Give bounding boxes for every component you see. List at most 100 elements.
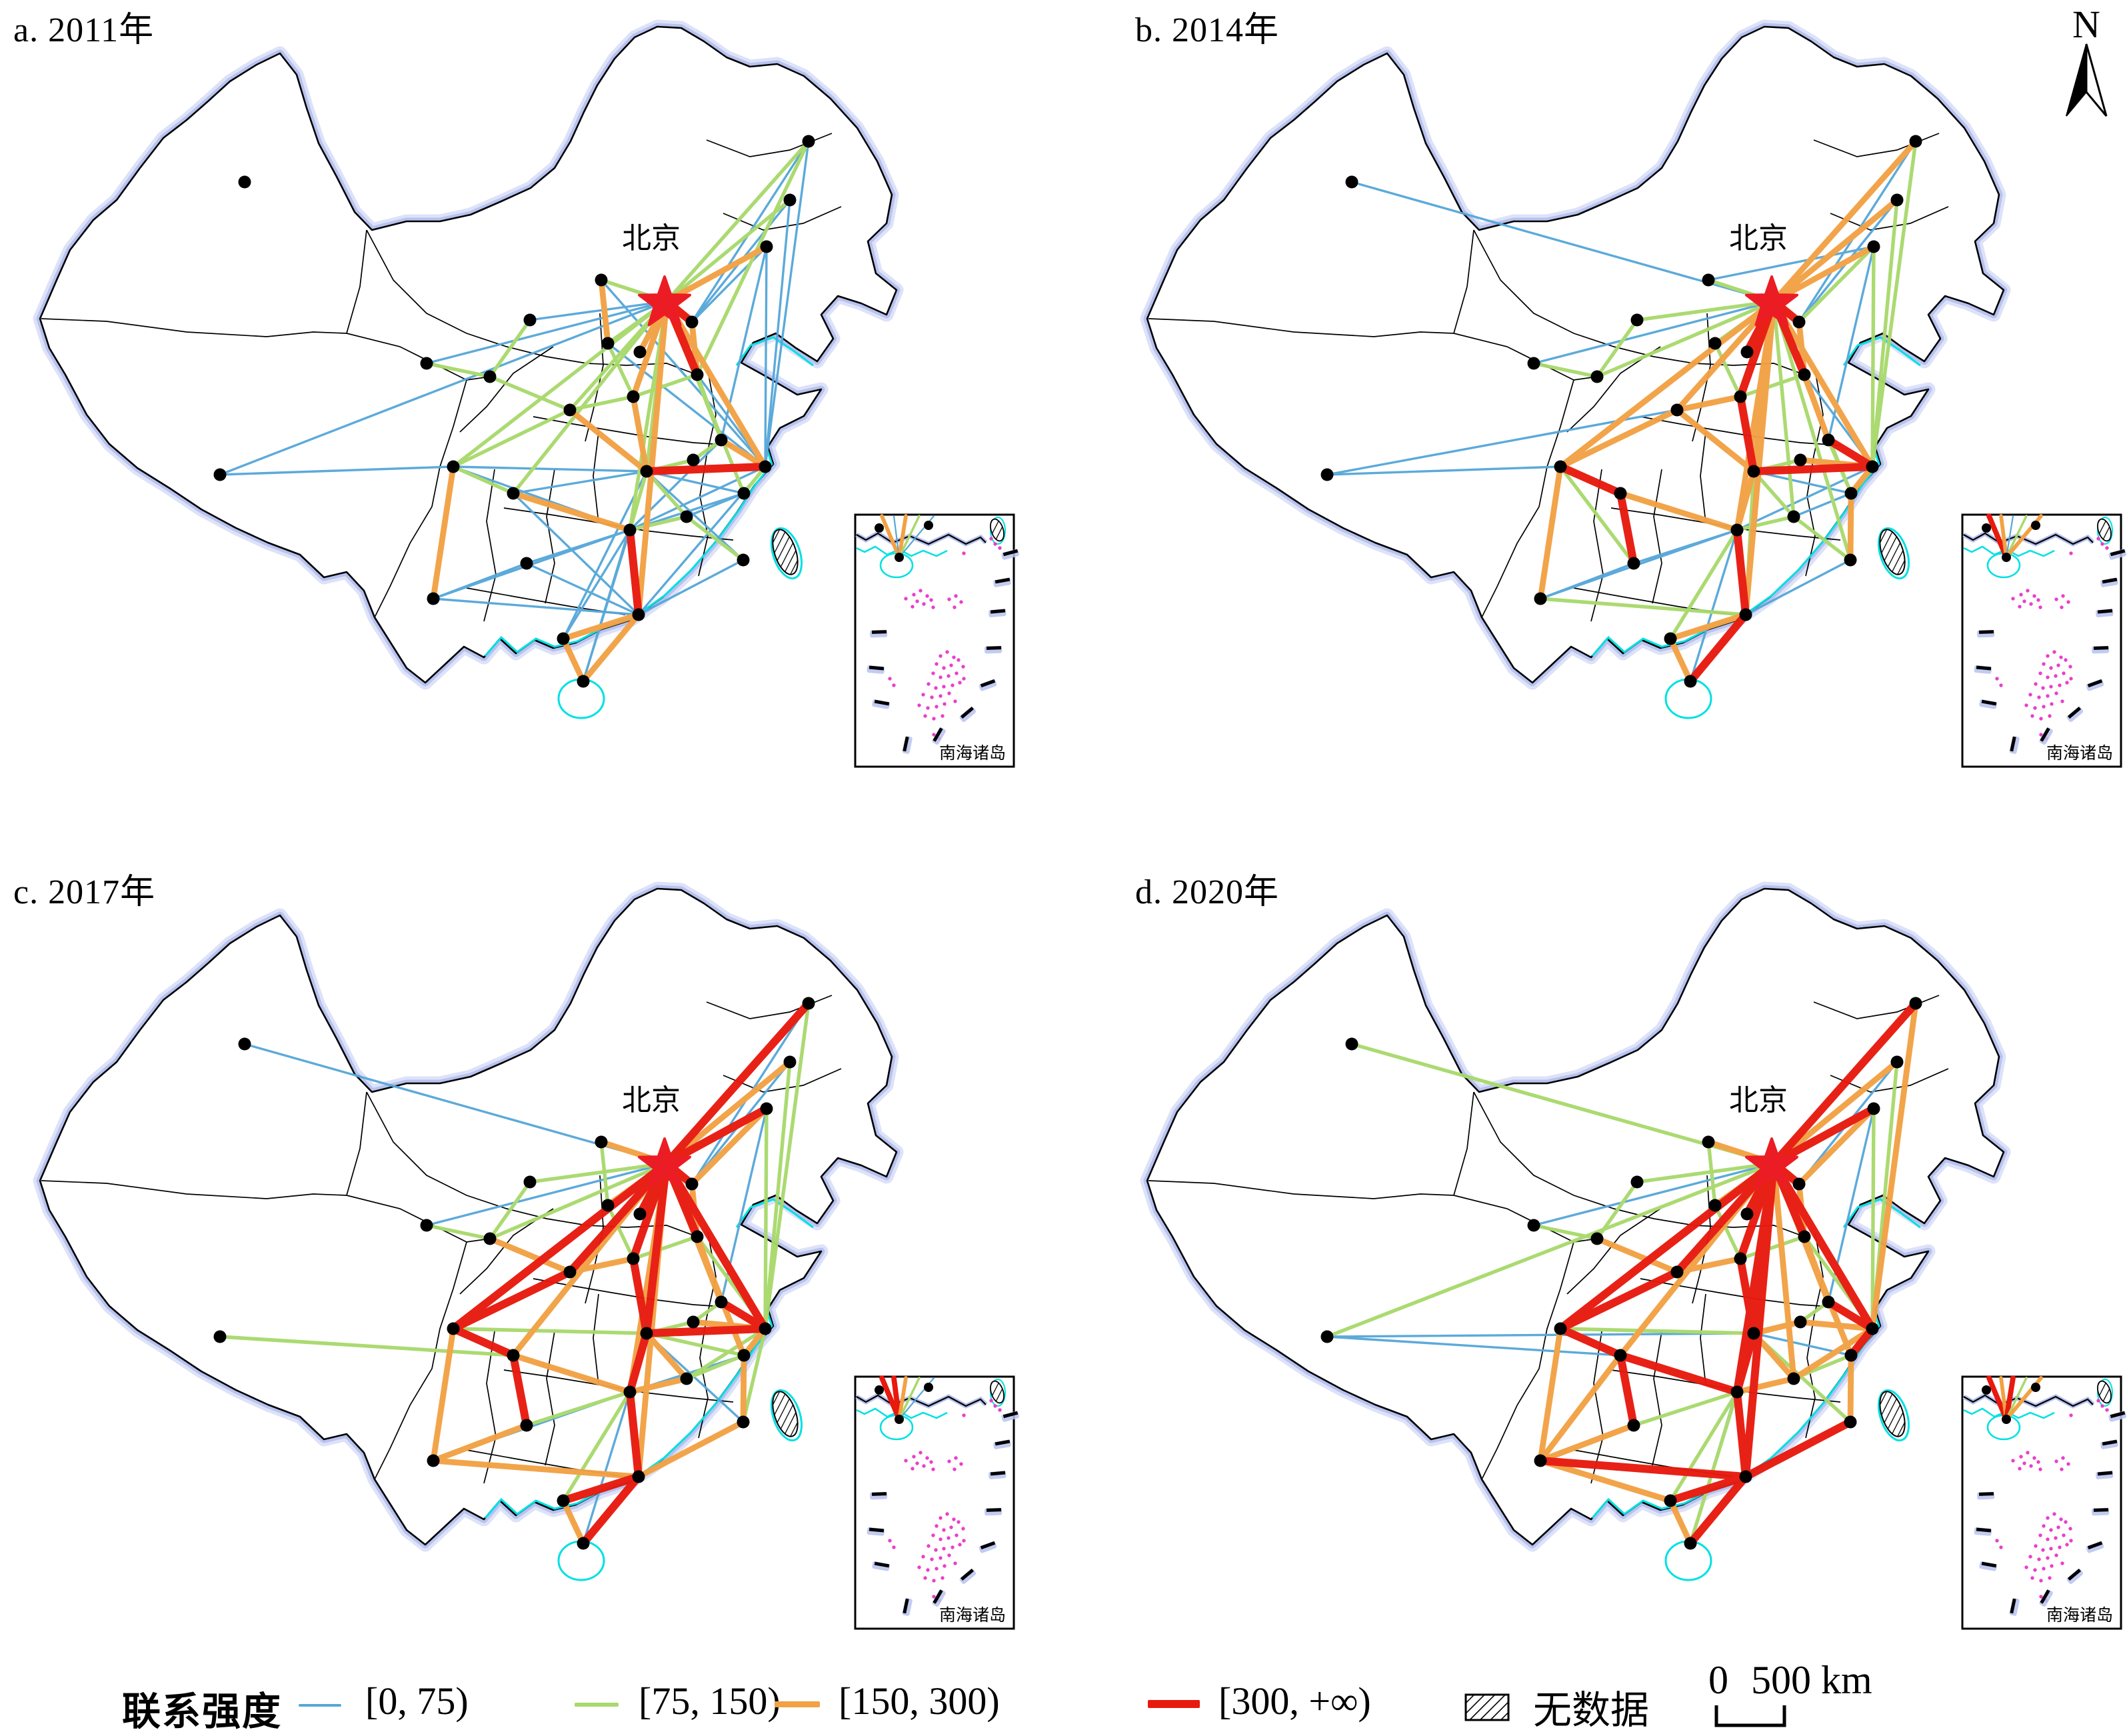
city-node-cd xyxy=(1554,1322,1567,1335)
edge-cq-gy xyxy=(509,1351,531,1429)
edge-cd-km xyxy=(430,463,457,602)
city-node-ls xyxy=(1320,468,1334,481)
edge-xn-lz xyxy=(1532,361,1599,379)
edge-fz-wh xyxy=(645,470,745,561)
edge-bj-cc xyxy=(665,198,792,303)
edge-cs-nn xyxy=(1668,1390,1739,1503)
city-node-tj xyxy=(685,315,699,329)
city-node-hk xyxy=(577,1537,590,1550)
edge-jn-nj xyxy=(1801,1233,1832,1305)
city-node-xa xyxy=(563,403,577,417)
edge-cq-cs xyxy=(510,1352,633,1395)
city-node-jn xyxy=(691,1230,704,1243)
city-node-cq xyxy=(1614,1349,1627,1362)
edge-gz-hk xyxy=(1686,1473,1750,1547)
edge-cq-wh xyxy=(512,470,648,495)
city-node-fz xyxy=(737,1415,750,1429)
city-node-sy xyxy=(760,240,773,253)
legend-no-data-label: 无数据 xyxy=(1533,1689,1650,1732)
edge-nn-hk xyxy=(1667,635,1694,685)
edge-sy-sh xyxy=(1870,245,1876,469)
city-node-sjz xyxy=(1740,1207,1754,1221)
city-node-cq xyxy=(1614,487,1627,500)
inset-label: 南海诸岛 xyxy=(2046,744,2113,763)
edge-sy-tj xyxy=(1797,245,1876,324)
edge-xa-cd xyxy=(451,408,572,469)
city-node-hf xyxy=(687,453,700,467)
edge-bj-lz xyxy=(488,1161,669,1241)
edge-cd-cq xyxy=(451,465,515,495)
city-node-wh xyxy=(640,465,653,478)
city-node-zz xyxy=(1734,1252,1747,1265)
edge-zz-jn xyxy=(631,1235,699,1261)
city-node-zz xyxy=(627,390,640,403)
edge-yc-lz xyxy=(488,1180,532,1241)
edge-km-gz xyxy=(1538,597,1748,617)
edge-bj-cd xyxy=(451,299,669,469)
legend-title: 联系强度 xyxy=(122,1690,283,1733)
city-node-hf xyxy=(1794,1315,1807,1329)
inset-label: 南海诸岛 xyxy=(939,744,1006,763)
edge-hh-sh xyxy=(600,279,767,468)
city-node-cs xyxy=(623,523,637,537)
edge-xn-bj xyxy=(1532,300,1775,365)
city-node-sy xyxy=(760,1102,773,1115)
north-arrow-icon: N xyxy=(2066,3,2108,117)
edge-cq-gz xyxy=(512,492,640,616)
edge-sy-sh xyxy=(763,1107,769,1331)
city-node-fz xyxy=(1844,553,1857,567)
city-node-xn xyxy=(1527,357,1540,370)
edge-hrb-sh xyxy=(1869,1000,1919,1332)
city-node-cc xyxy=(783,193,797,207)
scale-zero-label: 0 xyxy=(1708,1658,1728,1702)
edge-fz-hz xyxy=(1847,490,1854,563)
edge-xn-bj xyxy=(425,1162,668,1227)
edge-zz-wh xyxy=(1736,393,1758,475)
city-node-cq xyxy=(507,487,520,500)
city-node-jn xyxy=(691,368,704,381)
edge-km-gz xyxy=(430,1457,642,1480)
city-node-hk xyxy=(577,675,590,688)
city-node-nc xyxy=(1787,1372,1800,1385)
city-node-nn xyxy=(1664,632,1677,645)
edge-wh-nc xyxy=(643,1330,690,1382)
edge-cq-cs xyxy=(1617,490,1740,533)
taiwan-no-data xyxy=(1879,529,1906,575)
edge-bj-cd xyxy=(449,1159,671,1333)
city-node-wh xyxy=(640,1327,653,1340)
edge-gy-cs xyxy=(1632,1390,1739,1427)
edge-bj-sh xyxy=(663,298,769,470)
edge-bj-wh xyxy=(643,1159,671,1337)
north-label: N xyxy=(2072,3,2100,46)
network-edges xyxy=(1326,138,1919,685)
city-node-cc xyxy=(783,1055,797,1069)
legend-line-c2-icon xyxy=(575,1703,619,1707)
city-node-zz xyxy=(1734,390,1747,403)
edge-nc-cs xyxy=(1735,515,1796,532)
edge-bj-cq xyxy=(511,299,669,495)
city-node-sjz xyxy=(633,1207,647,1221)
city-node-hz xyxy=(737,1349,751,1362)
edge-xn-lz xyxy=(425,1223,492,1241)
city-node-yc xyxy=(523,1175,537,1189)
edge-nn-hk xyxy=(560,635,587,685)
edge-cd-km xyxy=(430,1325,457,1464)
edge-hk-cs xyxy=(582,1391,631,1545)
edge-sy-sh xyxy=(764,245,768,468)
edge-xn-lz xyxy=(1532,1223,1599,1241)
edge-ls-bj xyxy=(219,300,668,476)
city-node-cs xyxy=(1730,1385,1744,1399)
city-node-hf xyxy=(1794,453,1807,467)
edge-xa-cd xyxy=(1556,1268,1681,1333)
edge-ls-cq xyxy=(218,1335,515,1357)
panel-title-2017: c. 2017年 xyxy=(13,873,156,911)
edge-bj-cc xyxy=(663,1059,793,1167)
city-node-nj xyxy=(1822,433,1835,447)
edge-fz-gz xyxy=(635,1419,747,1480)
edge-fz-gz xyxy=(637,559,745,616)
legend-line-c1-icon xyxy=(299,1704,341,1707)
edge-bj-sh xyxy=(1770,1159,1876,1333)
